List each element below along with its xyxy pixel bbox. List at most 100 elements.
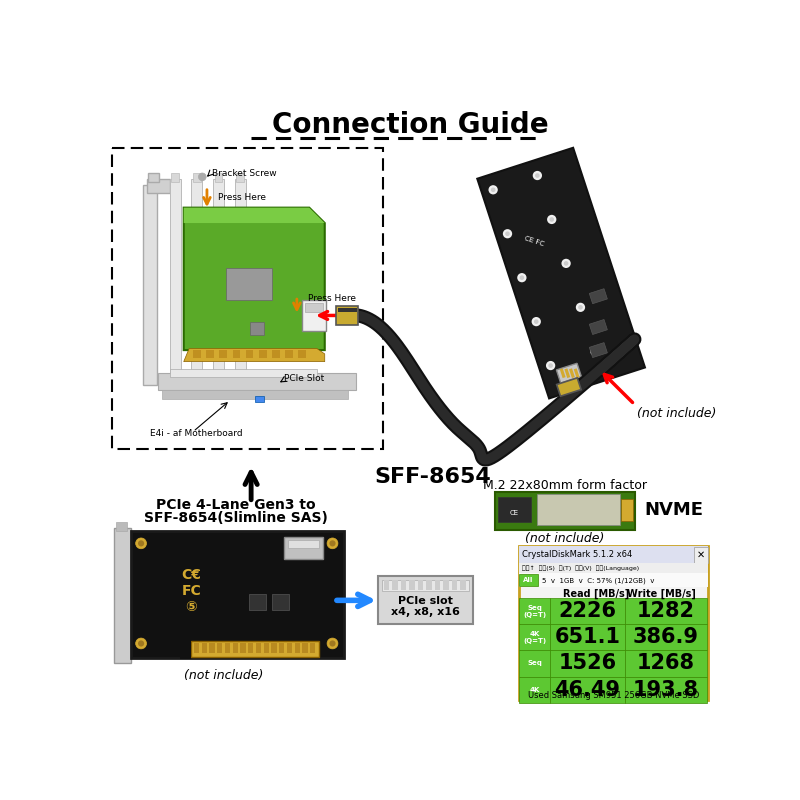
FancyBboxPatch shape bbox=[194, 642, 199, 654]
Text: (not include): (not include) bbox=[526, 532, 605, 546]
FancyBboxPatch shape bbox=[272, 594, 289, 610]
Polygon shape bbox=[557, 363, 582, 383]
FancyBboxPatch shape bbox=[250, 322, 264, 334]
Circle shape bbox=[198, 173, 206, 181]
Text: All: All bbox=[523, 578, 534, 583]
Polygon shape bbox=[557, 378, 581, 396]
Text: PCIe Slot: PCIe Slot bbox=[285, 374, 325, 383]
Text: Write [MB/s]: Write [MB/s] bbox=[627, 588, 696, 598]
Text: 386.9: 386.9 bbox=[633, 627, 698, 647]
Circle shape bbox=[491, 187, 495, 192]
Circle shape bbox=[327, 638, 338, 649]
FancyBboxPatch shape bbox=[518, 546, 708, 563]
Text: 4K: 4K bbox=[530, 686, 540, 693]
Text: 1268: 1268 bbox=[637, 654, 694, 674]
Polygon shape bbox=[184, 349, 325, 362]
Text: Used Samsung SM951 256GB NVMe SSD: Used Samsung SM951 256GB NVMe SSD bbox=[528, 691, 699, 700]
Text: 縺斐↑  設定(S)  土(T)  表示(V)  言語(Language): 縺斐↑ 設定(S) 土(T) 表示(V) 言語(Language) bbox=[522, 566, 638, 571]
Circle shape bbox=[330, 640, 336, 646]
FancyBboxPatch shape bbox=[384, 580, 389, 590]
Polygon shape bbox=[565, 368, 570, 378]
FancyBboxPatch shape bbox=[286, 642, 292, 654]
Circle shape bbox=[489, 185, 498, 194]
Circle shape bbox=[330, 540, 336, 546]
Circle shape bbox=[519, 275, 524, 280]
Circle shape bbox=[518, 273, 526, 282]
FancyBboxPatch shape bbox=[116, 522, 127, 531]
FancyBboxPatch shape bbox=[621, 499, 634, 521]
FancyBboxPatch shape bbox=[235, 179, 246, 387]
FancyBboxPatch shape bbox=[114, 528, 131, 662]
Text: (not include): (not include) bbox=[184, 670, 264, 682]
FancyBboxPatch shape bbox=[259, 350, 266, 358]
Circle shape bbox=[327, 538, 338, 549]
Polygon shape bbox=[560, 368, 566, 378]
FancyBboxPatch shape bbox=[519, 574, 538, 586]
Text: Press Here: Press Here bbox=[308, 294, 356, 303]
Circle shape bbox=[136, 638, 146, 649]
FancyBboxPatch shape bbox=[418, 580, 423, 590]
Text: Seq: Seq bbox=[527, 661, 542, 666]
FancyBboxPatch shape bbox=[302, 300, 326, 331]
FancyBboxPatch shape bbox=[294, 642, 300, 654]
FancyBboxPatch shape bbox=[460, 580, 466, 590]
FancyBboxPatch shape bbox=[171, 173, 179, 182]
Circle shape bbox=[138, 640, 144, 646]
FancyBboxPatch shape bbox=[498, 497, 531, 522]
Polygon shape bbox=[478, 148, 645, 398]
FancyBboxPatch shape bbox=[142, 185, 157, 385]
FancyBboxPatch shape bbox=[191, 179, 202, 387]
FancyBboxPatch shape bbox=[298, 350, 306, 358]
FancyBboxPatch shape bbox=[550, 650, 626, 677]
FancyBboxPatch shape bbox=[279, 642, 285, 654]
FancyBboxPatch shape bbox=[233, 642, 238, 654]
Text: Read [MB/s]: Read [MB/s] bbox=[563, 588, 629, 598]
Text: Press Here: Press Here bbox=[218, 193, 266, 202]
Text: Seq
(Q=T): Seq (Q=T) bbox=[523, 605, 546, 618]
FancyBboxPatch shape bbox=[170, 179, 181, 387]
Polygon shape bbox=[574, 368, 579, 378]
Text: 4K
(Q=T): 4K (Q=T) bbox=[523, 631, 546, 644]
Circle shape bbox=[505, 231, 510, 236]
FancyBboxPatch shape bbox=[518, 574, 708, 587]
Text: 1526: 1526 bbox=[558, 654, 617, 674]
Text: CE: CE bbox=[510, 510, 519, 516]
Text: 5  v  1GB  v  C: 57% (1/12GB)  v: 5 v 1GB v C: 57% (1/12GB) v bbox=[542, 577, 654, 583]
Circle shape bbox=[590, 346, 599, 356]
Polygon shape bbox=[590, 289, 607, 304]
FancyBboxPatch shape bbox=[435, 580, 440, 590]
FancyBboxPatch shape bbox=[336, 306, 358, 325]
Polygon shape bbox=[184, 208, 325, 350]
Polygon shape bbox=[590, 319, 607, 334]
Text: SFF-8654: SFF-8654 bbox=[375, 467, 492, 487]
FancyBboxPatch shape bbox=[288, 540, 319, 548]
FancyBboxPatch shape bbox=[518, 546, 708, 701]
FancyBboxPatch shape bbox=[382, 579, 469, 591]
FancyBboxPatch shape bbox=[378, 577, 473, 624]
FancyBboxPatch shape bbox=[255, 396, 264, 402]
Circle shape bbox=[548, 363, 553, 368]
Circle shape bbox=[550, 217, 554, 222]
FancyBboxPatch shape bbox=[426, 580, 432, 590]
FancyBboxPatch shape bbox=[452, 580, 458, 590]
FancyBboxPatch shape bbox=[338, 308, 357, 312]
FancyBboxPatch shape bbox=[495, 492, 634, 530]
FancyBboxPatch shape bbox=[193, 350, 201, 358]
FancyBboxPatch shape bbox=[237, 173, 244, 182]
FancyBboxPatch shape bbox=[305, 303, 323, 312]
Polygon shape bbox=[569, 368, 575, 378]
FancyBboxPatch shape bbox=[225, 642, 230, 654]
Circle shape bbox=[562, 258, 570, 268]
Circle shape bbox=[138, 540, 144, 546]
FancyBboxPatch shape bbox=[180, 640, 191, 659]
FancyBboxPatch shape bbox=[392, 580, 398, 590]
FancyBboxPatch shape bbox=[146, 179, 170, 193]
FancyBboxPatch shape bbox=[519, 598, 550, 624]
FancyBboxPatch shape bbox=[401, 580, 406, 590]
Circle shape bbox=[531, 317, 541, 326]
Text: 651.1: 651.1 bbox=[554, 627, 621, 647]
Text: PCIe slot
x4, x8, x16: PCIe slot x4, x8, x16 bbox=[391, 596, 460, 618]
Circle shape bbox=[547, 215, 556, 224]
FancyBboxPatch shape bbox=[694, 547, 708, 562]
FancyBboxPatch shape bbox=[302, 642, 308, 654]
